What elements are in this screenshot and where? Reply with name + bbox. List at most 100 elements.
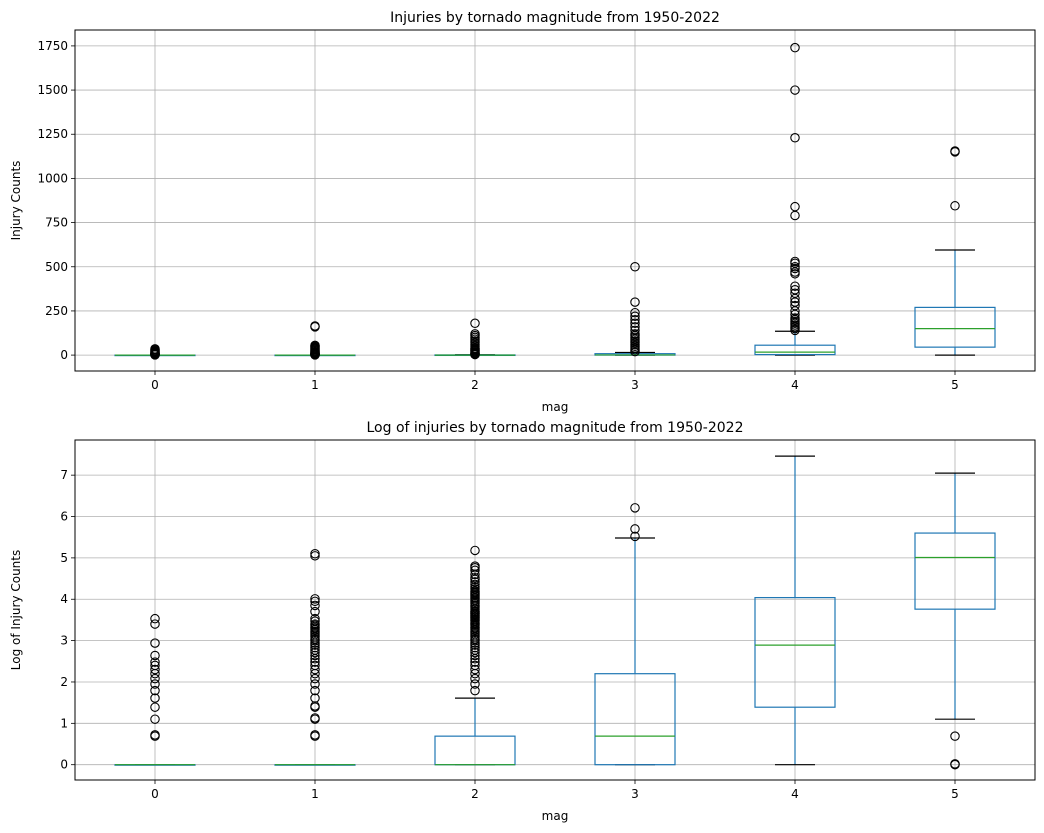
iqr-box bbox=[914, 532, 996, 610]
outlier-point bbox=[470, 645, 480, 655]
outlier-point bbox=[150, 702, 160, 712]
y-ticks: 0 1 2 3 4 5 6 7 bbox=[60, 468, 75, 772]
box-mag-2 bbox=[434, 545, 516, 766]
outlier-point bbox=[150, 613, 160, 624]
outlier-point bbox=[310, 606, 320, 617]
outlier-point bbox=[470, 318, 480, 329]
outlier-point bbox=[790, 262, 800, 272]
outlier-point bbox=[150, 673, 160, 684]
y-tick-label: 1 bbox=[60, 716, 68, 730]
x-tick-label: 1 bbox=[311, 787, 319, 801]
y-tick-label: 0 bbox=[60, 348, 68, 362]
outlier-point bbox=[310, 548, 320, 559]
outlier-point bbox=[630, 531, 640, 542]
outlier-point bbox=[630, 262, 640, 272]
outlier-point bbox=[470, 673, 480, 684]
box-mag-3 bbox=[594, 262, 676, 357]
chart-title: Injuries by tornado magnitude from 1950-… bbox=[390, 10, 720, 26]
outlier-point bbox=[790, 288, 800, 299]
outlier-point bbox=[630, 322, 640, 332]
x-tick-label: 1 bbox=[311, 378, 319, 392]
x-tick-label: 5 bbox=[951, 787, 959, 801]
outlier-point bbox=[150, 638, 160, 648]
outlier-point bbox=[470, 545, 480, 556]
x-tick-label: 2 bbox=[471, 787, 479, 801]
outlier-point bbox=[150, 714, 160, 724]
outlier-point bbox=[310, 645, 320, 655]
plot-frame bbox=[74, 29, 1036, 372]
box-mag-1 bbox=[274, 321, 356, 360]
outlier-point bbox=[630, 315, 640, 325]
outlier-point bbox=[310, 660, 320, 671]
outlier-point bbox=[310, 321, 320, 331]
y-tick-label: 1500 bbox=[37, 83, 68, 97]
box-mag-4 bbox=[754, 42, 836, 356]
outlier-point bbox=[150, 619, 160, 629]
outlier-point bbox=[470, 572, 480, 583]
x-tick-label: 2 bbox=[471, 378, 479, 392]
outlier-point bbox=[630, 297, 640, 307]
outlier-point bbox=[470, 664, 480, 675]
outlier-point bbox=[310, 693, 320, 703]
outlier-point bbox=[630, 524, 640, 534]
box-mag-1 bbox=[274, 548, 356, 766]
outlier-point bbox=[470, 579, 480, 590]
outlier-point bbox=[790, 85, 800, 95]
box-mag-2 bbox=[434, 318, 516, 360]
x-ticks: 0 1 2 3 4 5 bbox=[151, 371, 959, 392]
y-axis-label: Injury Counts bbox=[9, 161, 23, 241]
y-axis-label: Log of Injury Counts bbox=[9, 550, 23, 670]
outlier-point bbox=[310, 594, 320, 604]
outlier-point bbox=[950, 201, 960, 211]
box-mag-0 bbox=[114, 344, 196, 360]
box-mag-3 bbox=[594, 503, 676, 766]
x-tick-label: 0 bbox=[151, 378, 159, 392]
outlier-point bbox=[630, 503, 640, 513]
box-mag-5 bbox=[914, 146, 996, 356]
outlier-point bbox=[150, 344, 160, 354]
outlier-point bbox=[310, 679, 320, 689]
x-tick-label: 3 bbox=[631, 787, 639, 801]
outlier-point bbox=[150, 657, 160, 667]
iqr-box bbox=[914, 306, 996, 348]
iqr-box bbox=[754, 344, 836, 356]
injuries-boxplot: 0 1 2 3 4 5 0 250 500 750 1000 1250 1500 1750 Injuri… bbox=[9, 10, 1036, 414]
outlier-point bbox=[950, 759, 960, 769]
outlier-point bbox=[470, 660, 480, 671]
y-tick-label: 3 bbox=[60, 634, 68, 648]
y-tick-label: 750 bbox=[45, 216, 68, 230]
outlier-point bbox=[470, 582, 480, 592]
outlier-point bbox=[310, 647, 320, 658]
outlier-point bbox=[790, 256, 800, 267]
outlier-point bbox=[150, 664, 160, 675]
y-tick-label: 4 bbox=[60, 592, 68, 606]
outlier-point bbox=[790, 133, 800, 143]
outlier-point bbox=[150, 650, 160, 661]
y-tick-label: 5 bbox=[60, 551, 68, 565]
outlier-point bbox=[470, 679, 480, 689]
outlier-point bbox=[310, 619, 320, 629]
outlier-point bbox=[310, 664, 320, 675]
outlier-point bbox=[470, 685, 480, 696]
y-tick-label: 2 bbox=[60, 675, 68, 689]
x-axis-label: mag bbox=[542, 809, 569, 823]
outlier-point bbox=[470, 577, 480, 587]
y-tick-label: 0 bbox=[60, 758, 68, 772]
outlier-point bbox=[790, 300, 800, 311]
outlier-point bbox=[630, 325, 640, 336]
x-tick-label: 0 bbox=[151, 787, 159, 801]
iqr-box bbox=[594, 673, 676, 766]
outlier-point bbox=[630, 311, 640, 321]
outlier-point bbox=[630, 307, 640, 318]
outlier-point bbox=[470, 657, 480, 667]
x-axis-label: mag bbox=[542, 400, 569, 414]
outlier-point bbox=[790, 201, 800, 212]
iqr-box bbox=[754, 596, 836, 708]
box-mag-0 bbox=[114, 613, 196, 766]
outlier-point bbox=[310, 685, 320, 696]
y-tick-label: 6 bbox=[60, 510, 68, 524]
outlier-point bbox=[470, 329, 480, 339]
outlier-point bbox=[310, 340, 320, 351]
outlier-point bbox=[310, 616, 320, 626]
plot-frame bbox=[74, 439, 1036, 781]
